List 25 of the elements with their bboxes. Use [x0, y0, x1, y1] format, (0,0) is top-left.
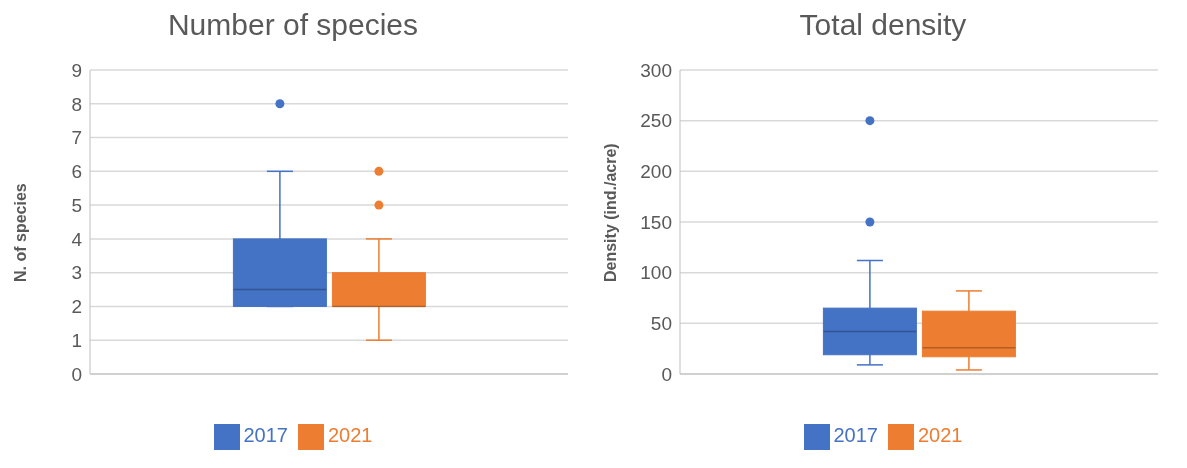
y-tick-label: 4 — [71, 228, 83, 250]
y-tick-label: 2 — [71, 296, 82, 318]
chart-title: Total density — [798, 8, 968, 43]
legend-label: 2021 — [918, 424, 963, 447]
y-tick-label: 7 — [71, 127, 82, 149]
y-tick-label: 100 — [640, 262, 672, 284]
y-tick-label: 150 — [640, 211, 672, 233]
y-axis-title: Density (ind./acre) — [601, 143, 619, 282]
legend-label: 2017 — [833, 424, 878, 447]
legend-label: 2017 — [243, 424, 288, 447]
y-tick-label: 1 — [71, 329, 82, 351]
y-tick-label: 250 — [640, 110, 672, 132]
y-tick-label: 9 — [71, 59, 82, 81]
chart-title: Number of species — [166, 8, 420, 43]
y-tick-label: 8 — [71, 93, 82, 115]
y-tick-label: 0 — [71, 363, 82, 385]
y-axis-title: N. of species — [11, 183, 29, 282]
legend-label: 2021 — [328, 424, 373, 447]
y-tick-label: 6 — [71, 161, 82, 183]
y-tick-label: 300 — [640, 59, 672, 81]
y-tick-label: 5 — [71, 194, 82, 216]
y-tick-label: 0 — [661, 363, 672, 385]
y-tick-label: 50 — [650, 313, 672, 335]
y-tick-label: 200 — [640, 161, 672, 183]
y-tick-label: 3 — [71, 262, 82, 284]
